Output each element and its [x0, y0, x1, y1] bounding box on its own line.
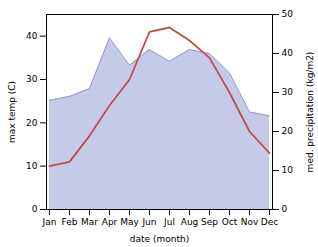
svg-text:10: 10 — [282, 165, 294, 175]
svg-text:20: 20 — [26, 118, 38, 128]
svg-text:Jun: Jun — [141, 217, 156, 227]
svg-text:May: May — [120, 217, 139, 227]
svg-text:Sep: Sep — [201, 217, 218, 227]
svg-text:40: 40 — [26, 31, 38, 41]
svg-text:Oct: Oct — [222, 217, 238, 227]
svg-text:30: 30 — [282, 87, 294, 97]
svg-text:Jan: Jan — [42, 217, 57, 227]
svg-text:Nov: Nov — [241, 217, 259, 227]
svg-text:max temp (C): max temp (C) — [7, 81, 17, 143]
svg-text:Feb: Feb — [62, 217, 78, 227]
svg-text:0: 0 — [282, 204, 288, 214]
svg-text:Dec: Dec — [261, 217, 278, 227]
svg-text:Aug: Aug — [181, 217, 199, 227]
svg-text:Apr: Apr — [102, 217, 118, 227]
svg-text:50: 50 — [282, 9, 294, 19]
svg-text:med. precipitation (kg/m2): med. precipitation (kg/m2) — [305, 52, 315, 173]
svg-text:0: 0 — [32, 204, 38, 214]
svg-text:40: 40 — [282, 48, 294, 58]
svg-text:Mar: Mar — [81, 217, 98, 227]
svg-text:date (month): date (month) — [130, 234, 189, 244]
svg-text:30: 30 — [26, 74, 38, 84]
svg-text:20: 20 — [282, 126, 294, 136]
svg-text:Jul: Jul — [163, 217, 175, 227]
svg-text:10: 10 — [26, 161, 38, 171]
